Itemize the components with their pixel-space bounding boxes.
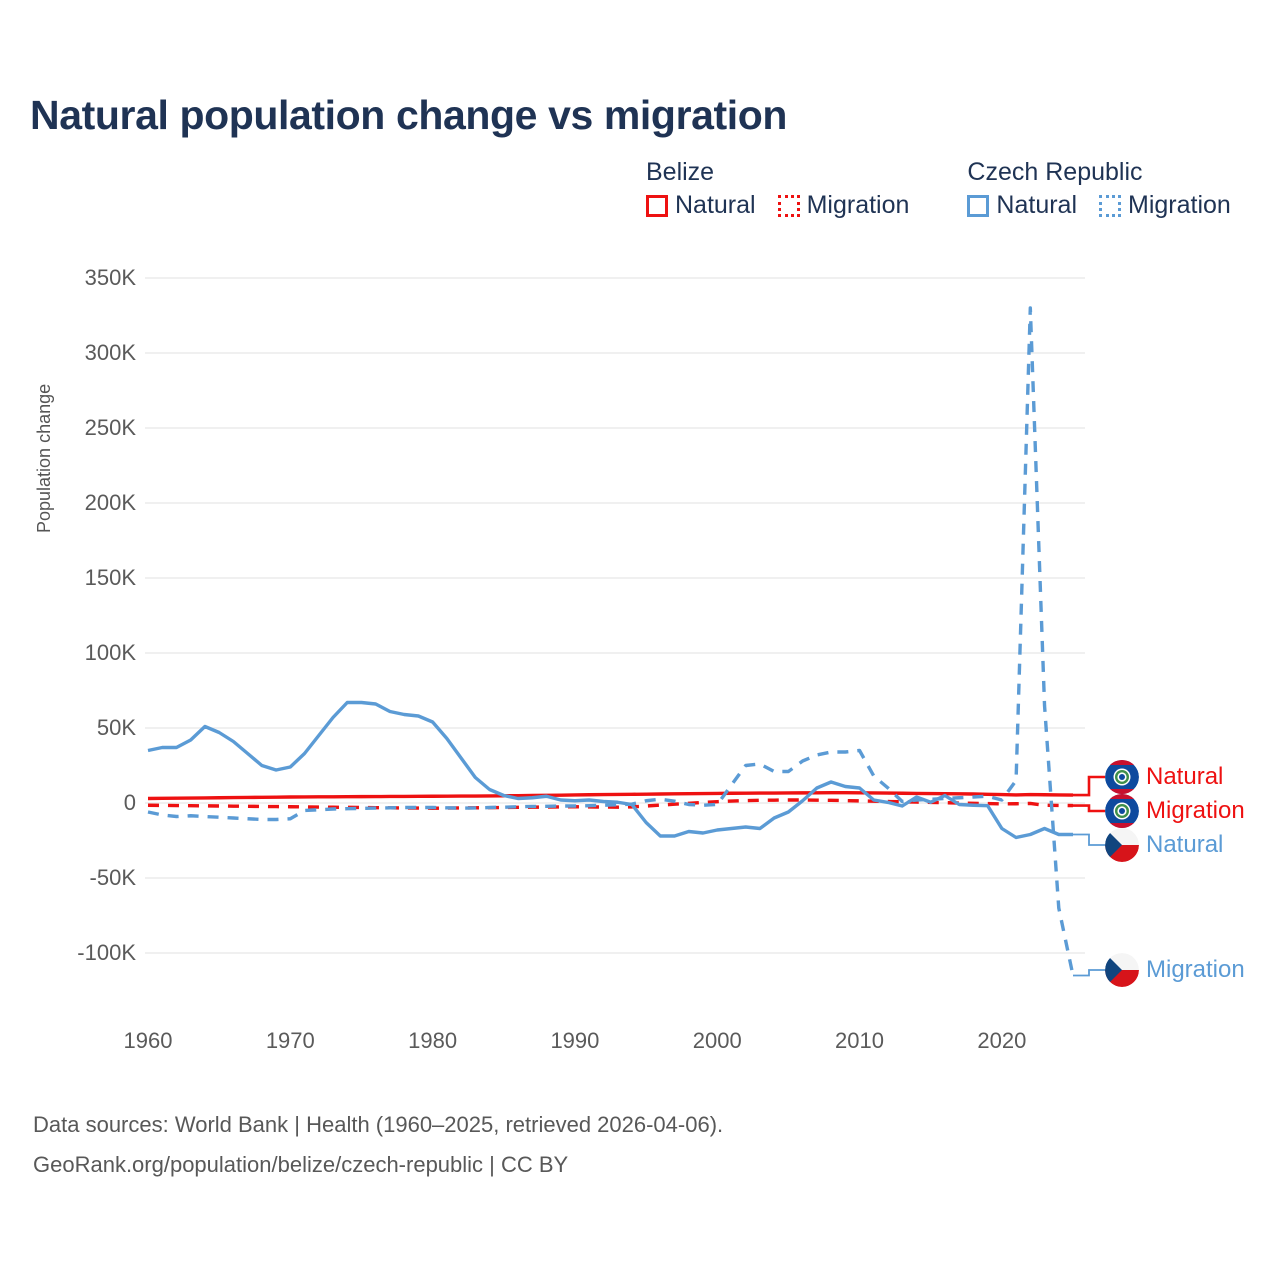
end-label-migration-belize[interactable]: Migration bbox=[1105, 794, 1245, 828]
legend-group-belize: Belize Natural Migration bbox=[646, 160, 909, 218]
x-axis-tick-label: 2000 bbox=[692, 1028, 742, 1053]
leader-line bbox=[1073, 833, 1105, 846]
end-label-text: Natural bbox=[1146, 831, 1224, 858]
legend-country-czech-republic: Czech Republic bbox=[967, 158, 1143, 186]
end-label-text: Migration bbox=[1146, 956, 1245, 983]
legend-entry-belize-migration[interactable]: Migration bbox=[777, 191, 910, 219]
legend-entry-belize-natural[interactable]: Natural bbox=[646, 193, 756, 218]
legend-group-czech-republic: Czech Republic Natural Migration bbox=[967, 158, 1231, 218]
belize-flag-icon bbox=[1105, 760, 1139, 794]
y-axis-tick-label: 300K bbox=[84, 340, 136, 365]
czech-flag-icon bbox=[1105, 953, 1139, 987]
y-axis-tick-label: 250K bbox=[84, 415, 136, 440]
legend-entry-czech-natural[interactable]: Natural bbox=[967, 193, 1077, 218]
leader-line bbox=[1073, 969, 1105, 977]
legend-swatch-dotted-red-icon bbox=[777, 194, 800, 217]
legend-swatch-solid-red-icon bbox=[646, 194, 668, 217]
y-axis-tick-label: 0 bbox=[123, 790, 136, 815]
legend-label-belize-natural: Natural bbox=[675, 191, 756, 219]
end-label-text: Natural bbox=[1146, 763, 1224, 790]
legend-label-czech-natural: Natural bbox=[996, 191, 1078, 219]
legend-swatch-solid-blue-icon bbox=[967, 194, 990, 217]
y-axis-tick-label: 50K bbox=[96, 715, 136, 740]
end-label-natural-belize[interactable]: Natural bbox=[1105, 760, 1223, 794]
y-axis-tick-label: -50K bbox=[89, 865, 136, 890]
legend-label-czech-migration: Migration bbox=[1128, 191, 1231, 219]
x-axis-tick-label: 1970 bbox=[265, 1028, 315, 1053]
y-axis-tick-label: 100K bbox=[84, 640, 136, 665]
x-axis-tick-label: 1980 bbox=[408, 1028, 458, 1053]
y-axis-tick-label: 350K bbox=[84, 265, 136, 290]
series-line-czech-migration bbox=[147, 306, 1075, 976]
end-label-text: Migration bbox=[1146, 797, 1245, 824]
czech-flag-icon bbox=[1105, 828, 1139, 862]
x-axis-tick-label: 2020 bbox=[977, 1028, 1027, 1053]
belize-flag-icon bbox=[1105, 794, 1139, 828]
legend-swatch-dotted-blue-icon bbox=[1099, 194, 1122, 217]
end-label-natural-czech[interactable]: Natural bbox=[1105, 828, 1223, 862]
legend-entry-czech-migration[interactable]: Migration bbox=[1099, 193, 1231, 218]
x-axis-tick-label: 2010 bbox=[835, 1028, 885, 1053]
end-label-migration-czech[interactable]: Migration bbox=[1105, 953, 1245, 987]
y-axis-tick-label: 150K bbox=[84, 565, 136, 590]
y-axis-tick-label: 200K bbox=[84, 490, 136, 515]
x-axis-tick-label: 1990 bbox=[550, 1028, 600, 1053]
legend-entries-belize: Natural Migration bbox=[646, 193, 909, 218]
footer-sources: Data sources: World Bank | Health (1960–… bbox=[33, 1112, 724, 1137]
series-line-czech-natural bbox=[147, 700, 1073, 840]
series-line-belize-migration bbox=[147, 798, 1074, 810]
footer-attribution: GeoRank.org/population/belize/czech-repu… bbox=[33, 1152, 569, 1177]
y-axis-tick-label: -100K bbox=[77, 940, 136, 965]
series-line-belize-natural bbox=[147, 790, 1074, 801]
leader-line bbox=[1073, 775, 1105, 797]
legend-entries-czech-republic: Natural Migration bbox=[967, 193, 1231, 218]
leader-line bbox=[1073, 804, 1105, 813]
legend-country-belize: Belize bbox=[646, 158, 715, 186]
x-axis-tick-label: 1960 bbox=[123, 1028, 173, 1053]
legend-label-belize-migration: Migration bbox=[806, 191, 910, 219]
chart-title: Natural population change vs migration bbox=[30, 92, 788, 138]
legend: Belize Natural Migration Czech Republic … bbox=[646, 160, 1231, 218]
